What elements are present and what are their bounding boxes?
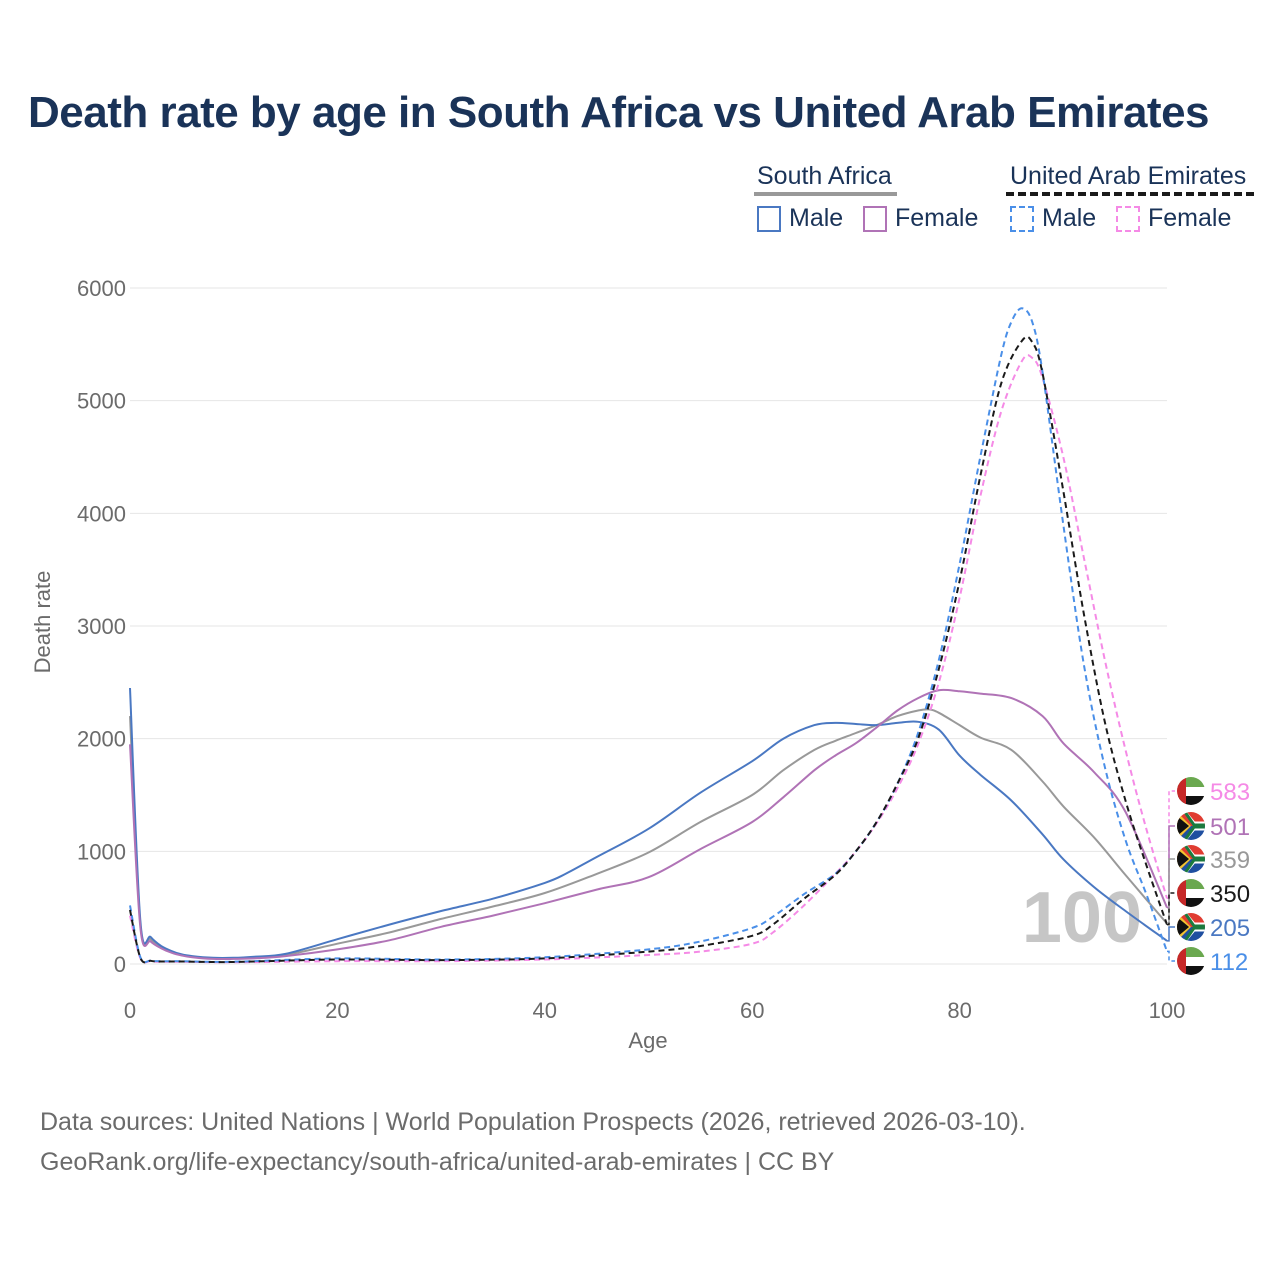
legend-label-uae-male: Male — [1042, 204, 1097, 232]
legend-label-sa-male: Male — [789, 204, 844, 232]
y-tick-label: 6000 — [77, 276, 126, 301]
footer-source: Data sources: United Nations | World Pop… — [40, 1108, 1026, 1136]
x-tick-label: 0 — [124, 998, 136, 1023]
end-label-value: 501 — [1210, 814, 1250, 841]
legend-swatch-uae-male — [1010, 205, 1034, 232]
legend-swatch-sa-female — [863, 205, 887, 232]
south-africa-flag-icon — [1177, 845, 1205, 873]
x-tick-label: 20 — [325, 998, 349, 1023]
end-label-value: 350 — [1210, 881, 1250, 908]
series-line-united-arab-emirates-male[interactable] — [129, 307, 1168, 964]
end-label-connector — [1167, 790, 1175, 900]
series-line-south-africa-female[interactable] — [129, 688, 1168, 961]
chart-grid — [130, 287, 1167, 965]
y-tick-label: 0 — [114, 952, 126, 977]
end-label-connector — [1167, 858, 1175, 925]
legend-item-uae-female[interactable]: Female — [1116, 204, 1231, 233]
end-label-value: 359 — [1210, 847, 1250, 874]
legend-label-uae-female: Female — [1148, 204, 1232, 232]
legend-group-south-africa-line — [754, 192, 897, 196]
south-africa-flag-icon — [1177, 913, 1205, 941]
line-chart: 0 1000 2000 3000 4000 5000 6000 0 20 40 60 80 100 1… — [30, 276, 1250, 1053]
x-tick-label: 60 — [740, 998, 764, 1023]
end-label-connector — [1167, 892, 1175, 926]
legend-group-south-africa: South Africa — [757, 162, 892, 190]
y-tick-label: 4000 — [77, 501, 126, 526]
footer-url[interactable]: GeoRank.org/life-expectancy/south-africa… — [40, 1148, 835, 1176]
south-africa-flag-icon — [1177, 812, 1205, 840]
series-line-south-africa-male[interactable] — [129, 687, 1168, 959]
legend-group-uae: United Arab Emirates — [1010, 162, 1247, 190]
x-axis-label: Age — [628, 1028, 667, 1053]
watermark-year: 100 — [1022, 878, 1142, 958]
chart-series — [129, 307, 1168, 964]
legend-swatch-uae-female — [1116, 205, 1140, 232]
end-label-connector — [1167, 926, 1175, 942]
legend-swatch-sa-male — [757, 205, 781, 232]
y-axis-ticks: 0 1000 2000 3000 4000 5000 6000 — [77, 276, 126, 977]
end-label-connector — [1167, 825, 1175, 909]
series-line-united-arab-emirates-female[interactable] — [129, 354, 1168, 964]
legend-group-uae-line — [1006, 192, 1254, 196]
x-tick-label: 100 — [1149, 998, 1186, 1023]
legend-item-sa-male[interactable]: Male — [757, 204, 843, 233]
uae-flag-icon — [1177, 777, 1205, 805]
uae-flag-icon — [1177, 879, 1205, 907]
y-tick-label: 5000 — [77, 389, 126, 414]
end-label-value: 205 — [1210, 915, 1250, 942]
end-label-value: 583 — [1210, 779, 1250, 806]
series-line-united-arab-emirates-total[interactable] — [129, 335, 1168, 964]
chart-title: Death rate by age in South Africa vs Uni… — [28, 88, 1210, 137]
y-tick-label: 3000 — [77, 614, 126, 639]
end-labels: 583 501 359 350 205 112 — [1167, 777, 1250, 976]
series-line-south-africa-total[interactable] — [129, 708, 1168, 960]
legend-item-uae-male[interactable]: Male — [1010, 204, 1096, 233]
x-axis-ticks: 0 20 40 60 80 100 — [124, 998, 1185, 1023]
y-tick-label: 2000 — [77, 727, 126, 752]
y-axis-label: Death rate — [30, 571, 55, 674]
x-tick-label: 40 — [533, 998, 557, 1023]
uae-flag-icon — [1177, 947, 1205, 975]
end-label-connector — [1167, 950, 1175, 962]
y-tick-label: 1000 — [77, 839, 126, 864]
legend-label-sa-female: Female — [895, 204, 979, 232]
end-label-value: 112 — [1210, 949, 1248, 976]
x-tick-label: 80 — [947, 998, 971, 1023]
legend-item-sa-female[interactable]: Female — [863, 204, 978, 233]
